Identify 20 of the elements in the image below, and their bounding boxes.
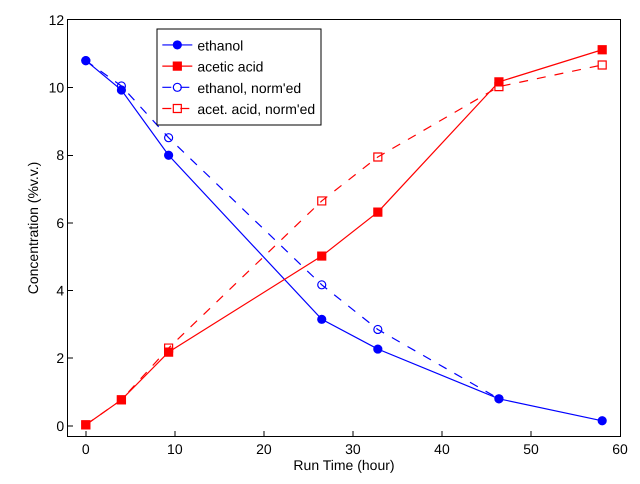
x-tick-label: 40	[434, 440, 450, 457]
y-tick-label: 10	[48, 80, 64, 96]
x-tick-label: 60	[612, 440, 628, 457]
legend-label: ethanol, norm'ed	[197, 80, 302, 96]
y-tick-label: 6	[56, 214, 64, 231]
y-tick-label: 0	[56, 418, 64, 434]
x-axis-title: Run Time (hour)	[293, 457, 395, 474]
y-tick-label: 4	[56, 282, 64, 298]
y-axis-title: Concentration (%v.v.)	[25, 162, 42, 294]
legend-label: acetic acid	[197, 58, 264, 75]
y-tick-label: 8	[56, 147, 64, 164]
x-tick-label: 30	[345, 440, 361, 457]
x-tick-label: 10	[167, 440, 183, 457]
x-tick-label: 0	[82, 440, 90, 457]
y-tick-label: 12	[48, 12, 64, 28]
x-tick-label: 50	[523, 440, 539, 457]
y-tick-label: 2	[56, 350, 64, 366]
legend-label: ethanol	[197, 37, 244, 54]
x-tick-label: 20	[256, 440, 272, 457]
legend-label: acet. acid, norm'ed	[197, 100, 316, 117]
